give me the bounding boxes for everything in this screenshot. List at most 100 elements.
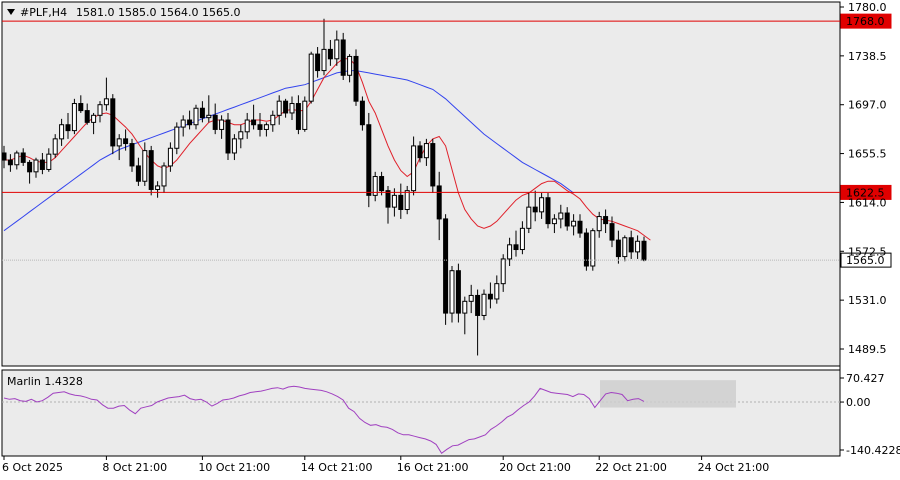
bear-candle	[27, 161, 33, 173]
bear-candle	[39, 159, 45, 170]
time-axis-label: 22 Oct 21:00	[595, 461, 667, 474]
bull-candle	[263, 124, 269, 130]
bear-candle	[199, 107, 205, 119]
price-tag-label: 1565.0	[846, 254, 885, 267]
bear-candle	[340, 39, 346, 76]
bull-candle	[103, 98, 109, 106]
price-axis-label: 1697.0	[848, 99, 887, 112]
bull-candle	[155, 185, 161, 190]
bear-candle	[148, 150, 154, 190]
bull-candle	[526, 206, 532, 229]
horizontal-levels[interactable]: 1768.0 1622.5 1565.0	[2, 13, 892, 268]
bull-candle	[423, 143, 429, 159]
bull-candle	[52, 138, 58, 155]
bear-candle	[398, 194, 404, 210]
symbol-dropdown-icon[interactable]	[7, 9, 15, 15]
price-axis-label: 1655.5	[848, 148, 887, 161]
price-axis-label: 1780.0	[848, 1, 887, 14]
bull-candle	[308, 53, 314, 102]
bull-candle	[519, 227, 525, 251]
price-axis-label: 1572.5	[848, 245, 887, 258]
bear-candle	[257, 124, 263, 130]
indicator-axis-label: 0.00	[846, 396, 871, 409]
bear-candle	[353, 55, 359, 102]
bear-candle	[609, 223, 615, 241]
bear-candle	[315, 53, 321, 72]
price-tag-label: 1768.0	[846, 15, 885, 28]
bull-candle	[71, 103, 77, 132]
bull-candle	[551, 218, 557, 225]
highlight-zone	[600, 380, 736, 408]
price-axis-label: 1531.0	[848, 294, 887, 307]
bear-candle	[455, 270, 461, 314]
bear-candle	[583, 232, 589, 267]
bull-candle	[97, 104, 103, 116]
indicator-axis-label: 70.427	[846, 372, 885, 385]
oscillator-line	[3, 385, 645, 455]
bear-candle	[379, 176, 385, 192]
bear-candle	[385, 190, 391, 208]
time-axis-label: 8 Oct 21:00	[102, 461, 167, 474]
time-axis-label: 24 Oct 21:00	[698, 461, 770, 474]
bull-candle	[635, 240, 641, 253]
bull-candle	[590, 230, 596, 267]
indicator-name: Marlin 1.4328	[7, 375, 83, 388]
bull-candle	[193, 107, 199, 126]
bull-candle	[46, 153, 52, 170]
price-axis-label: 1614.0	[848, 196, 887, 209]
bull-candle	[334, 39, 340, 60]
bear-candle	[251, 119, 257, 126]
bear-candle	[212, 114, 218, 130]
bull-candle	[321, 48, 327, 72]
bull-candle	[276, 100, 282, 116]
bear-candle	[487, 293, 493, 300]
bear-candle	[78, 103, 84, 112]
bear-candle	[187, 119, 193, 126]
bear-candle	[430, 143, 436, 187]
bull-candle	[539, 197, 545, 213]
bull-candle	[622, 237, 628, 258]
bear-candle	[123, 138, 129, 145]
bull-candle	[206, 114, 212, 119]
bull-candle	[161, 165, 167, 187]
bull-candle	[180, 119, 186, 128]
oscillator-layer	[3, 380, 736, 455]
bull-candle	[571, 220, 577, 227]
bear-candle	[110, 98, 116, 147]
bear-candle	[436, 185, 442, 220]
bear-candle	[615, 239, 621, 258]
bull-candle	[33, 159, 39, 173]
bull-candle	[494, 283, 500, 300]
price-tag-box[interactable]	[840, 13, 892, 29]
bull-candle	[238, 131, 244, 140]
bull-candle	[468, 294, 474, 302]
bear-candle	[545, 197, 551, 225]
time-axis-label: 14 Oct 21:00	[301, 461, 373, 474]
indicator-axis-label: -140.4228	[846, 444, 900, 457]
bull-candle	[91, 114, 97, 123]
bear-candle	[603, 216, 609, 225]
time-axis-label: 20 Oct 21:00	[499, 461, 571, 474]
price-tag-box[interactable]	[840, 252, 892, 268]
bear-candle	[327, 48, 333, 60]
bear-candle	[20, 152, 26, 163]
bull-candle	[596, 216, 602, 232]
price-pane[interactable]	[1, 1, 841, 367]
bear-candle	[443, 218, 449, 314]
bull-candle	[462, 300, 468, 314]
bear-candle	[129, 143, 135, 167]
bear-candle	[564, 212, 570, 227]
bull-candle	[142, 150, 148, 182]
price-tag-box[interactable]	[840, 184, 892, 200]
bear-candle	[475, 294, 481, 316]
bull-candle	[481, 293, 487, 316]
bear-candle	[65, 124, 71, 132]
time-axis-label: 6 Oct 2025	[2, 461, 63, 474]
bull-candle	[507, 244, 513, 260]
bull-candle	[500, 258, 506, 285]
price-tag-label: 1622.5	[846, 186, 885, 199]
ohlc-readout: 1581.0 1585.0 1564.0 1565.0	[76, 6, 240, 19]
bear-candle	[84, 110, 90, 123]
